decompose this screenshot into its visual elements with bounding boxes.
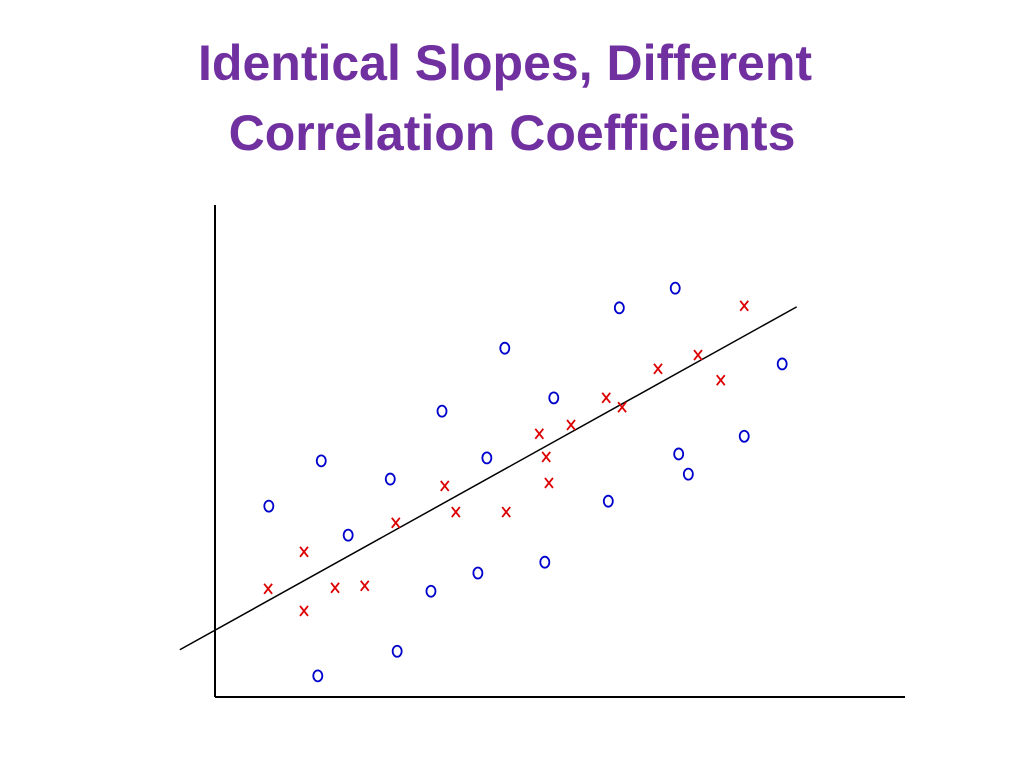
x-point xyxy=(451,506,461,518)
o-point xyxy=(342,528,354,542)
x-point xyxy=(716,374,726,386)
x-point xyxy=(541,451,551,463)
x-point xyxy=(299,546,309,558)
x-point xyxy=(601,392,611,404)
x-point xyxy=(360,580,370,592)
x-point xyxy=(653,363,663,375)
x-point xyxy=(544,477,554,489)
o-point xyxy=(425,584,437,598)
x-point xyxy=(566,419,576,431)
o-point xyxy=(738,429,750,443)
o-point xyxy=(499,341,511,355)
slide-title: Identical Slopes, Different Correlation … xyxy=(198,35,826,161)
o-point xyxy=(263,499,275,513)
o-point xyxy=(548,391,560,405)
o-point xyxy=(436,404,448,418)
x-point xyxy=(263,583,273,595)
o-point xyxy=(472,566,484,580)
o-point xyxy=(669,281,681,295)
title-line: Correlation Coefficients xyxy=(229,105,796,161)
x-point xyxy=(440,480,450,492)
o-point xyxy=(384,472,396,486)
x-point xyxy=(534,428,545,440)
o-point xyxy=(673,447,685,461)
o-point xyxy=(481,451,493,465)
o-point xyxy=(613,301,625,315)
o-point xyxy=(539,555,551,569)
o-point xyxy=(602,494,614,508)
o-point xyxy=(682,467,694,481)
o-point xyxy=(391,644,403,658)
o-point xyxy=(315,454,327,468)
o-point xyxy=(776,357,788,371)
x-point xyxy=(501,506,511,518)
x-point xyxy=(330,582,340,594)
x-point xyxy=(299,605,309,617)
o-point xyxy=(312,669,324,683)
x-point xyxy=(617,401,627,413)
x-point xyxy=(693,349,703,361)
x-point xyxy=(739,300,749,312)
x-point xyxy=(391,517,401,529)
title-line: Identical Slopes, Different xyxy=(198,35,812,91)
fit-line xyxy=(179,306,798,651)
